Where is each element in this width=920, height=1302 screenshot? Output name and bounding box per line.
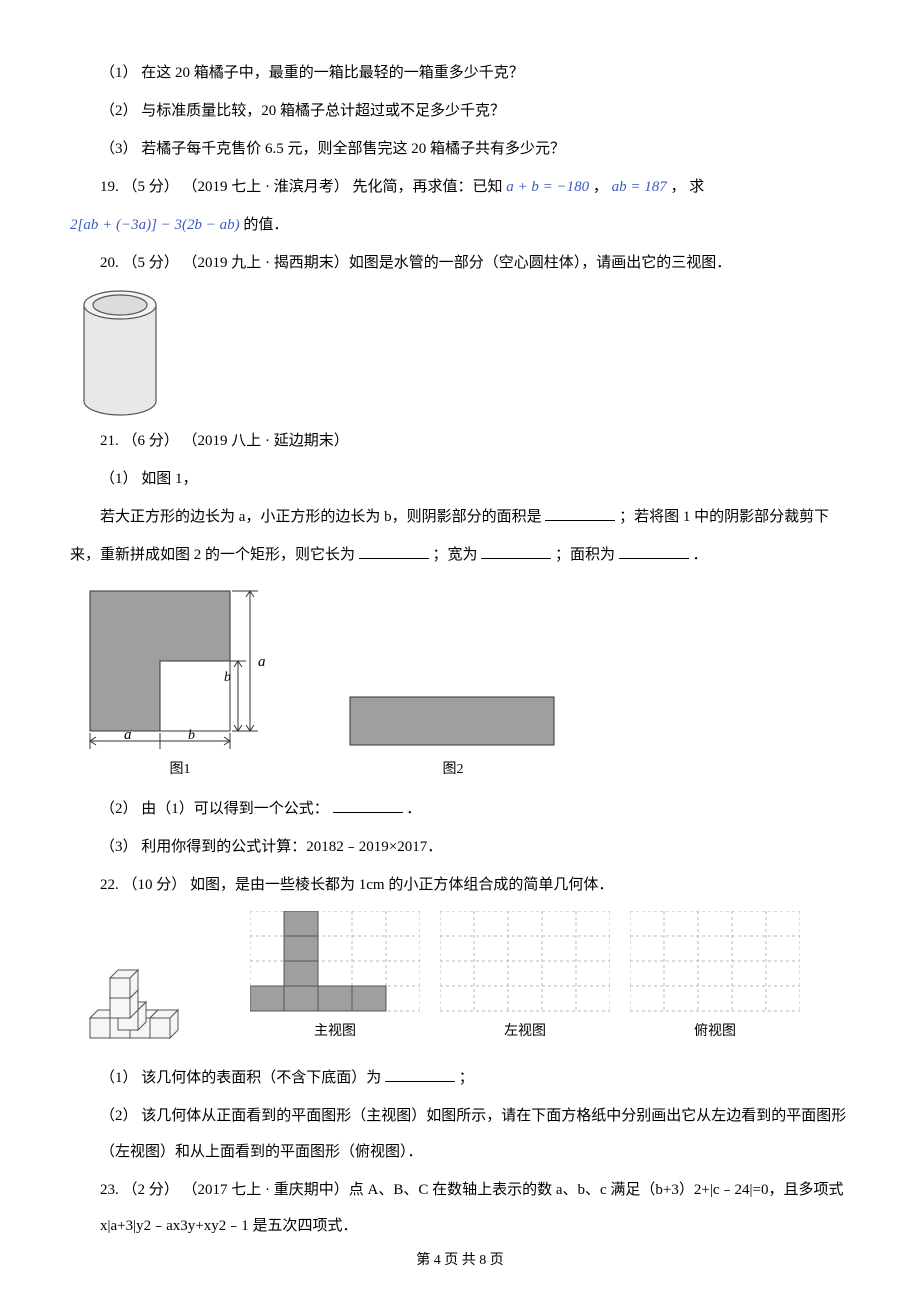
q19-suffix1: ， 求 (671, 179, 705, 195)
svg-text:a: a (258, 654, 266, 670)
q21-p3d: ． (693, 547, 708, 563)
main-view-caption: 主视图 (250, 1015, 420, 1049)
svg-text:b: b (224, 670, 231, 685)
q19-mid: ， (593, 179, 612, 195)
q20: 20. （5 分） （2019 九上 · 揭西期末）如图是水管的一部分（空心圆柱… (70, 245, 850, 281)
left-view[interactable]: 左视图 (440, 911, 610, 1049)
q18-part2: （2） 与标准质量比较，20 箱橘子总计超过或不足多少千克？ (70, 93, 850, 129)
q19-eq2: ab = 187 (612, 179, 667, 195)
q23: 23. （2 分） （2017 七上 · 重庆期中）点 A、B、C 在数轴上表示… (70, 1172, 850, 1244)
page-footer: 第 4 页 共 8 页 (0, 1244, 920, 1278)
q22-figures: 主视图 左视图 俯视图 (80, 911, 850, 1049)
svg-text:b: b (188, 728, 195, 743)
q21-p2b: ；若将图 1 中的阴影部分裁剪下 (619, 509, 829, 525)
q21-p2a: 若大正方形的边长为 a，小正方形的边长为 b，则阴影部分的面积是 (100, 509, 542, 525)
figure1-wrap: a b a b 图1 (80, 581, 280, 787)
q22-p1b: ； (459, 1070, 474, 1086)
q18-part1: （1） 在这 20 箱橘子中，最重的一箱比最轻的一箱重多少千克？ (70, 55, 850, 91)
cylinder-figure (74, 287, 850, 419)
figure2-caption: 图2 (348, 753, 558, 787)
figure1: a b a b (80, 581, 280, 751)
figure2-wrap: 图2 (348, 691, 558, 787)
blank-surface[interactable] (385, 1066, 455, 1083)
blank-length[interactable] (359, 543, 429, 560)
blank-formula[interactable] (333, 796, 403, 813)
q19-eq1: a + b = −180 (506, 179, 589, 195)
q19-eq3: 2[ab + (−3a)] − 3(2b − ab) (70, 217, 240, 233)
q22-p1a: （1） 该几何体的表面积（不含下底面）为 (100, 1070, 381, 1086)
q21-figures: a b a b 图1 图2 (80, 581, 850, 787)
q21-p3b: ；宽为 (433, 547, 478, 563)
blank-area2[interactable] (619, 543, 689, 560)
q18-part3: （3） 若橘子每千克售价 6.5 元，则全部售完这 20 箱橘子共有多少元？ (70, 131, 850, 167)
top-view[interactable]: 俯视图 (630, 911, 800, 1049)
q22-p1: （1） 该几何体的表面积（不含下底面）为 ； (70, 1060, 850, 1096)
q21-p2: 若大正方形的边长为 a，小正方形的边长为 b，则阴影部分的面积是 ；若将图 1 … (70, 499, 850, 535)
left-view-caption: 左视图 (440, 1015, 610, 1049)
main-view: 主视图 (250, 911, 420, 1049)
q21-p4b: ． (406, 801, 421, 817)
q21-p3c: ；面积为 (555, 547, 615, 563)
top-view-caption: 俯视图 (630, 1015, 800, 1049)
q22-head: 22. （10 分） 如图，是由一些棱长都为 1cm 的小正方体组合成的简单几何… (70, 867, 850, 903)
blank-area1[interactable] (545, 505, 615, 522)
figure2 (348, 691, 558, 751)
svg-text:a: a (124, 727, 132, 743)
q21-p3a: 来，重新拼成如图 2 的一个矩形，则它长为 (70, 547, 355, 563)
q21-p5: （3） 利用你得到的公式计算：20182﹣2019×2017． (70, 829, 850, 865)
q21-p4a: （2） 由（1）可以得到一个公式： (100, 801, 329, 817)
q19-prefix: 19. （5 分） （2019 七上 · 淮滨月考） 先化简，再求值：已知 (100, 179, 506, 195)
q19-line2: 2[ab + (−3a)] − 3(2b − ab) 的值． (70, 207, 850, 243)
q21-p1: （1） 如图 1， (70, 461, 850, 497)
q22-p2: （2） 该几何体从正面看到的平面图形（主视图）如图所示，请在下面方格纸中分别画出… (70, 1098, 850, 1170)
q21-p4: （2） 由（1）可以得到一个公式： ． (70, 791, 850, 827)
iso-figure (80, 938, 230, 1048)
q21-head: 21. （6 分） （2019 八上 · 延边期末） (70, 423, 850, 459)
q19-line1: 19. （5 分） （2019 七上 · 淮滨月考） 先化简，再求值：已知 a … (70, 169, 850, 205)
figure1-caption: 图1 (80, 753, 280, 787)
blank-width[interactable] (481, 543, 551, 560)
q19-suffix2: 的值． (243, 217, 288, 233)
q21-p3: 来，重新拼成如图 2 的一个矩形，则它长为 ；宽为 ；面积为 ． (70, 537, 850, 573)
